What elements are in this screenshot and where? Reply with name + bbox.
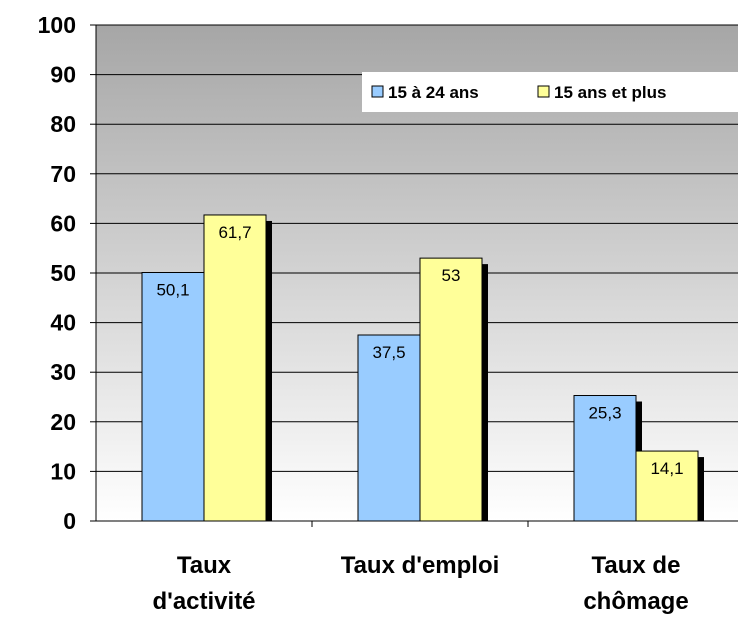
y-tick-label: 0 <box>63 508 76 534</box>
axes <box>90 24 738 527</box>
y-tick-label: 100 <box>38 12 76 38</box>
y-tick-labels: 0 10 20 30 40 50 60 70 80 90 100 <box>38 12 76 534</box>
bar <box>573 395 637 522</box>
data-label: 37,5 <box>372 343 405 362</box>
category-label: Taux de <box>592 552 681 579</box>
legend-label-series-1: 15 à 24 ans <box>388 83 479 102</box>
bar <box>357 334 421 522</box>
y-tick-label: 60 <box>50 210 76 236</box>
data-label: 50,1 <box>156 281 189 300</box>
category-labels: Taux d'activité Taux d'emploi Taux de chômag… <box>152 552 688 615</box>
data-label: 61,7 <box>218 223 251 242</box>
y-tick-label: 40 <box>50 310 76 336</box>
legend: 15 à 24 ans 15 ans et plus <box>362 72 738 112</box>
bar <box>141 272 205 522</box>
data-label: 14,1 <box>650 459 683 478</box>
category-label: d'activité <box>152 588 255 615</box>
category-label: chômage <box>583 588 688 615</box>
y-tick-label: 70 <box>50 161 76 187</box>
legend-label-series-2: 15 ans et plus <box>554 83 666 102</box>
bar <box>419 257 483 522</box>
data-label: 53 <box>442 266 461 285</box>
legend-swatch-series-1 <box>371 85 384 98</box>
legend-swatch-series-2 <box>537 85 550 98</box>
legend-box <box>362 72 738 112</box>
bars: 50,1 61,7 37,5 53 25,3 14,1 <box>141 214 704 522</box>
category-label: Taux <box>177 552 232 579</box>
bar <box>635 450 699 522</box>
y-tick-label: 30 <box>50 359 76 385</box>
y-tick-label: 10 <box>50 458 76 484</box>
data-label: 25,3 <box>588 404 621 423</box>
bar <box>203 214 267 522</box>
y-tick-label: 50 <box>50 260 76 286</box>
y-tick-label: 20 <box>50 409 76 435</box>
y-tick-label: 80 <box>50 111 76 137</box>
category-label: Taux d'emploi <box>341 552 500 579</box>
y-tick-label: 90 <box>50 62 76 88</box>
